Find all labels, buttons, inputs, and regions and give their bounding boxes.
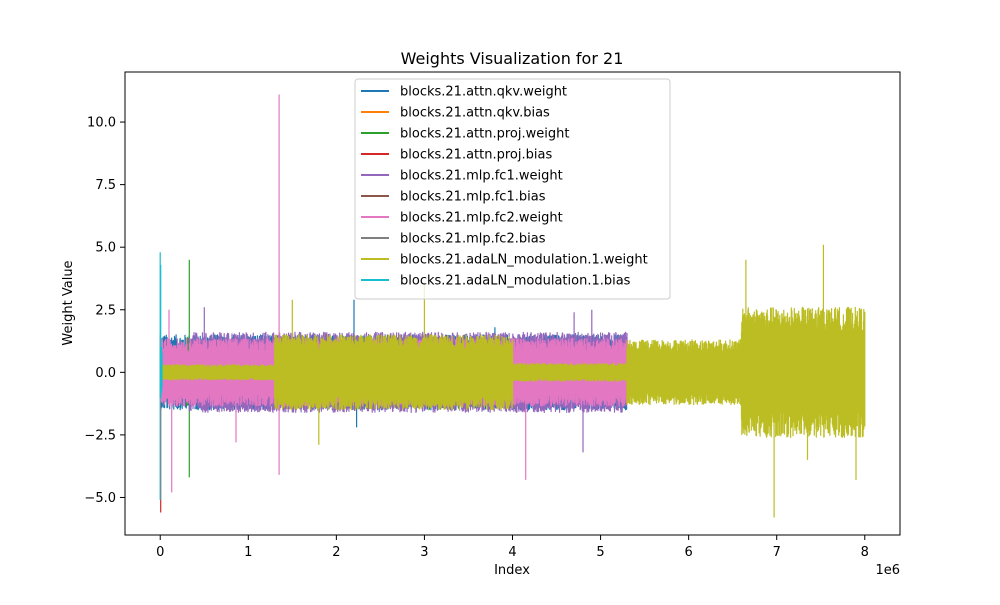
x-tick-label: 2	[332, 545, 340, 560]
x-tick-label: 6	[684, 545, 692, 560]
x-tick-label: 0	[156, 545, 164, 560]
y-axis-label: Weight Value	[61, 260, 76, 345]
legend-entry: blocks.21.attn.qkv.bias	[400, 106, 550, 121]
x-axis-label: Index	[494, 563, 530, 578]
legend-entry: blocks.21.attn.qkv.weight	[400, 85, 567, 100]
y-tick-label: 2.5	[95, 303, 116, 318]
legend-entry: blocks.21.attn.proj.weight	[400, 127, 569, 142]
y-tick-label: 0.0	[95, 366, 116, 381]
legend-entry: blocks.21.mlp.fc1.bias	[400, 190, 546, 205]
x-tick-label: 5	[596, 545, 604, 560]
x-tick-label: 1	[244, 545, 252, 560]
series-line-8	[159, 244, 866, 518]
y-tick-label: −2.5	[84, 428, 116, 443]
x-axis-offset-label: 1e6	[875, 563, 900, 578]
legend-entry: blocks.21.mlp.fc1.weight	[400, 169, 563, 184]
x-tick-label: 8	[861, 545, 869, 560]
legend-entry: blocks.21.mlp.fc2.weight	[400, 211, 563, 226]
legend-box	[354, 78, 671, 300]
legend: blocks.21.attn.qkv.weight blocks.21.attn.…	[354, 78, 671, 300]
legend-entry: blocks.21.attn.proj.bias	[400, 148, 552, 163]
legend-entry: blocks.21.adaLN_modulation.1.weight	[400, 253, 648, 268]
y-tick-label: −5.0	[84, 491, 116, 506]
legend-entry: blocks.21.adaLN_modulation.1.bias	[400, 274, 631, 289]
y-axis-ticks: −5.0 −2.5 0.0 2.5 5.0 7.5 10.0	[84, 116, 125, 506]
y-tick-label: 5.0	[95, 241, 116, 256]
x-tick-label: 3	[420, 545, 428, 560]
plot-area	[159, 94, 866, 518]
y-tick-label: 7.5	[95, 178, 116, 193]
chart-title: Weights Visualization for 21	[401, 49, 624, 68]
series-line-9	[159, 252, 163, 500]
x-tick-label: 4	[508, 545, 516, 560]
x-axis-ticks: 0 1 2 3 4 5 6 7 8	[156, 535, 869, 560]
legend-entry: blocks.21.mlp.fc2.bias	[400, 232, 546, 247]
y-tick-label: 10.0	[87, 116, 116, 131]
x-tick-label: 7	[773, 545, 781, 560]
